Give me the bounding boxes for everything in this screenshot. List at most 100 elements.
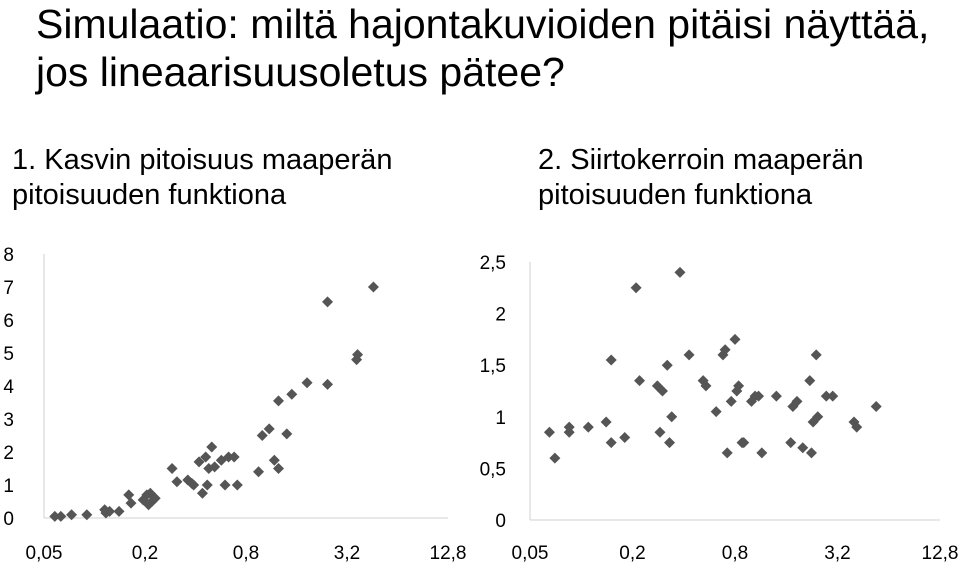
chart-2-data-point <box>654 426 666 438</box>
page-title: Simulaatio: miltä hajontakuvioiden pitäi… <box>36 1 930 95</box>
chart-1-data-point <box>281 428 293 440</box>
chart-1-y-tick-label: 4 <box>3 377 14 398</box>
chart-1-data-point <box>322 378 334 390</box>
chart-2-data-point <box>851 421 863 433</box>
chart-2-data-point <box>820 390 832 402</box>
chart-2-data-point <box>664 437 676 449</box>
chart-2-data-point <box>600 416 612 428</box>
chart-1-x-tick-label: 12,8 <box>430 543 467 564</box>
chart-2-y-tick-label: 1,5 <box>480 356 506 377</box>
chart-2-data-point <box>791 395 803 407</box>
chart-2-data-point <box>733 380 745 392</box>
chart-1-data-point <box>256 430 268 441</box>
chart-1-data-point <box>322 296 334 308</box>
chart-1-y-tick-label: 6 <box>3 311 14 332</box>
chart-1-data-point <box>273 395 285 407</box>
chart-2-data-point <box>738 437 750 449</box>
chart-1-y-tick-label: 5 <box>3 344 14 365</box>
chart-1-x-tick-label: 0,8 <box>233 543 259 564</box>
chart-1-y-tick-label: 3 <box>3 410 14 431</box>
chart-2-data-point <box>605 354 617 366</box>
chart-2-title: 2. Siirtokerroin maaperän pitoisuuden fu… <box>538 144 864 211</box>
chart-2-data-point <box>543 426 555 438</box>
chart-1-data-point <box>273 463 285 474</box>
chart-2-data-point <box>630 282 642 294</box>
chart-2-data-point <box>710 406 722 418</box>
chart-1-data-point <box>200 451 212 463</box>
chart-1-data-point <box>125 497 137 509</box>
chart-2-x-tick-label: 12,8 <box>922 543 959 564</box>
chart-1-data-point <box>171 476 183 488</box>
chart-1-data-point <box>188 479 200 491</box>
chart-1-data-point <box>286 388 298 400</box>
chart-2-data-point <box>770 390 782 402</box>
chart-2-y-tick-label: 0,5 <box>480 459 506 480</box>
chart-1-data-point <box>228 451 240 463</box>
chart-1-data-point <box>253 466 265 478</box>
chart-1-data-point <box>367 281 379 293</box>
chart-1-data-point <box>123 489 135 501</box>
chart-1-data-point <box>113 505 125 517</box>
chart-2-data-point <box>756 447 768 459</box>
chart-2-data-point <box>683 349 695 361</box>
chart-2-data-point <box>656 385 668 397</box>
chart-2-data-point <box>549 452 561 464</box>
chart-1-data-point <box>352 349 364 361</box>
chart-1-x-tick-label: 0,05 <box>26 543 63 564</box>
chart-2-data-point <box>582 421 594 433</box>
chart-1-data-point <box>201 479 213 491</box>
chart-2-y-tick-label: 1 <box>495 408 506 429</box>
chart-1-data-point <box>193 456 205 468</box>
chart-2-x-tick-label: 0,8 <box>722 543 748 564</box>
chart-2-data-point <box>719 344 731 356</box>
chart-1-data-point <box>166 463 178 474</box>
chart-2-data-point <box>661 359 673 371</box>
chart-1-data-point <box>219 479 231 491</box>
chart-2-data-point <box>563 421 575 433</box>
chart-1-x-tick-label: 3,2 <box>334 543 360 564</box>
chart-1-y-tick-label: 7 <box>3 278 14 299</box>
chart-1-data-point <box>66 509 78 521</box>
chart-2-data-point <box>721 447 733 459</box>
chart-2-x-tick-label: 0,2 <box>619 543 645 564</box>
chart-2-data-point <box>634 375 646 387</box>
chart-2-data-point <box>674 266 686 278</box>
chart-2-data-point <box>605 437 617 449</box>
chart-2-data-point <box>827 390 839 402</box>
chart-1-x-tick-label: 0,2 <box>132 543 158 564</box>
chart-2-y-tick-label: 2,5 <box>480 253 506 274</box>
chart-1-data-point <box>301 377 313 389</box>
chart-1-data-point <box>55 510 67 522</box>
chart-2-data-point <box>785 437 797 449</box>
chart-2-data-point <box>700 380 712 392</box>
chart-2-data-point <box>725 395 737 407</box>
chart-1-data-point <box>206 441 218 453</box>
chart-2-data-point <box>729 333 741 345</box>
chart-1-data-point <box>268 454 280 466</box>
chart-2-data-point <box>810 349 822 361</box>
chart-1-y-tick-label: 0 <box>3 509 14 530</box>
chart-1-y-tick-label: 8 <box>3 245 14 266</box>
chart-1-data-point <box>196 487 208 499</box>
chart-1-data-point <box>209 461 221 473</box>
chart-1-data-point <box>81 509 93 521</box>
chart-2-data-point <box>666 411 678 423</box>
chart-2-data-point <box>805 447 817 459</box>
chart-2-data-point <box>797 442 809 454</box>
chart-1-title: 1. Kasvin pitoisuus maaperän pitoisuuden… <box>12 144 393 211</box>
chart-2-data-point <box>812 411 824 423</box>
chart-1-y-tick-label: 2 <box>3 443 14 464</box>
chart-1-data-point <box>231 479 243 491</box>
chart-2-data-point <box>753 390 765 402</box>
chart-1-y-tick-label: 1 <box>3 476 14 497</box>
chart-2-x-tick-label: 3,2 <box>824 543 850 564</box>
chart-2-data-point <box>870 400 882 412</box>
chart-2-y-tick-label: 0 <box>495 511 506 532</box>
chart-1-data-point <box>104 505 116 517</box>
chart-1-data-point <box>263 423 275 435</box>
chart-2-data-point <box>619 431 631 443</box>
chart-1-data-point <box>49 510 61 522</box>
chart-2-y-tick-label: 2 <box>495 305 506 326</box>
chart-1-data-point <box>149 492 161 504</box>
